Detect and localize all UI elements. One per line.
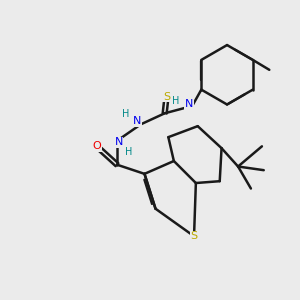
Text: S: S xyxy=(163,92,170,102)
Text: S: S xyxy=(190,231,198,241)
Text: O: O xyxy=(92,141,101,151)
Text: H: H xyxy=(172,96,179,106)
Text: N: N xyxy=(133,116,142,126)
Text: N: N xyxy=(114,137,123,148)
Text: H: H xyxy=(122,110,130,119)
Text: N: N xyxy=(185,99,193,109)
Text: H: H xyxy=(125,147,132,158)
